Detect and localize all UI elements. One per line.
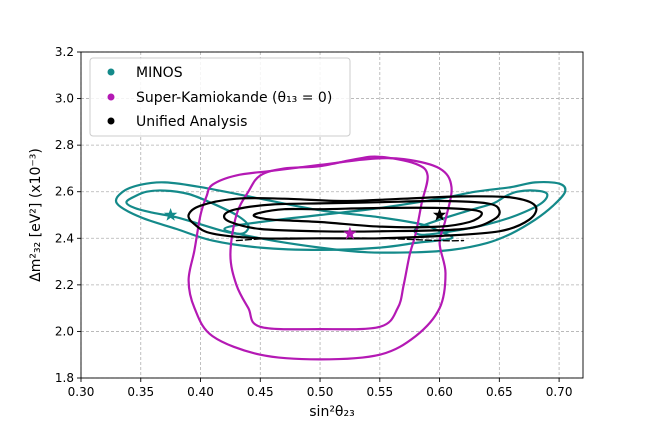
x-tick-label: 0.45 xyxy=(247,385,274,399)
x-tick-label: 0.65 xyxy=(486,385,513,399)
y-tick-label: 2.0 xyxy=(55,324,74,338)
x-tick-label: 0.30 xyxy=(68,385,95,399)
unified-analysis-contour xyxy=(222,199,501,233)
minos-best-fit-star xyxy=(164,208,178,221)
y-axis-label: Δm²₃₂ [eV²] (x10⁻³) xyxy=(28,148,44,282)
legend-marker xyxy=(107,93,115,101)
super-kamiokande-contour xyxy=(229,155,429,331)
legend-entry-super-kamiokande: Super-Kamiokande (θ₁₃ = 0) xyxy=(107,90,332,106)
x-tick-label: 0.55 xyxy=(366,385,393,399)
minos-contour xyxy=(125,189,250,235)
legend-label: Unified Analysis xyxy=(136,114,247,130)
x-tick-label: 0.70 xyxy=(546,385,573,399)
super-kamiokande-best-fit-star xyxy=(343,226,357,240)
y-tick-label: 2.2 xyxy=(55,278,74,292)
y-axis-ticks: 1.8 2.0 2.2 2.4 2.6 2.8 3.0 3.2 xyxy=(55,45,81,385)
x-axis-ticks: 0.30 0.35 0.40 0.45 0.50 0.55 0.60 0.65 0.70 xyxy=(68,378,573,399)
contours xyxy=(114,155,567,361)
x-axis-label: sin²θ₂₃ xyxy=(309,404,354,420)
y-tick-label: 1.8 xyxy=(55,371,74,385)
legend-entry-minos: MINOS xyxy=(107,65,183,81)
x-tick-label: 0.50 xyxy=(307,385,334,399)
y-tick-label: 2.4 xyxy=(55,231,74,245)
legend-label: MINOS xyxy=(136,65,183,81)
x-tick-label: 0.40 xyxy=(187,385,214,399)
legend-marker xyxy=(107,68,115,76)
best-fit-markers xyxy=(164,208,447,240)
y-tick-label: 3.2 xyxy=(55,45,74,59)
unified-analysis-best-fit-star xyxy=(432,208,447,221)
unified-analysis-contour xyxy=(187,195,538,240)
legend: MINOS Super-Kamiokande (θ₁₃ = 0) Unified… xyxy=(89,57,351,137)
legend-box xyxy=(89,57,351,137)
legend-marker xyxy=(107,117,115,125)
legend-label: Super-Kamiokande (θ₁₃ = 0) xyxy=(136,90,332,106)
minos-contour xyxy=(114,181,454,251)
y-tick-label: 2.8 xyxy=(55,138,74,152)
y-tick-label: 2.6 xyxy=(55,185,74,199)
unified-analysis-contour xyxy=(252,206,483,229)
x-tick-label: 0.35 xyxy=(127,385,154,399)
legend-entry-unified-analysis: Unified Analysis xyxy=(107,114,247,130)
unified-analysis-dashed-contour xyxy=(235,237,465,242)
super-kamiokande-contour xyxy=(187,157,453,361)
plot-frame xyxy=(80,51,584,379)
y-tick-label: 3.0 xyxy=(55,92,74,106)
x-tick-label: 0.60 xyxy=(426,385,453,399)
